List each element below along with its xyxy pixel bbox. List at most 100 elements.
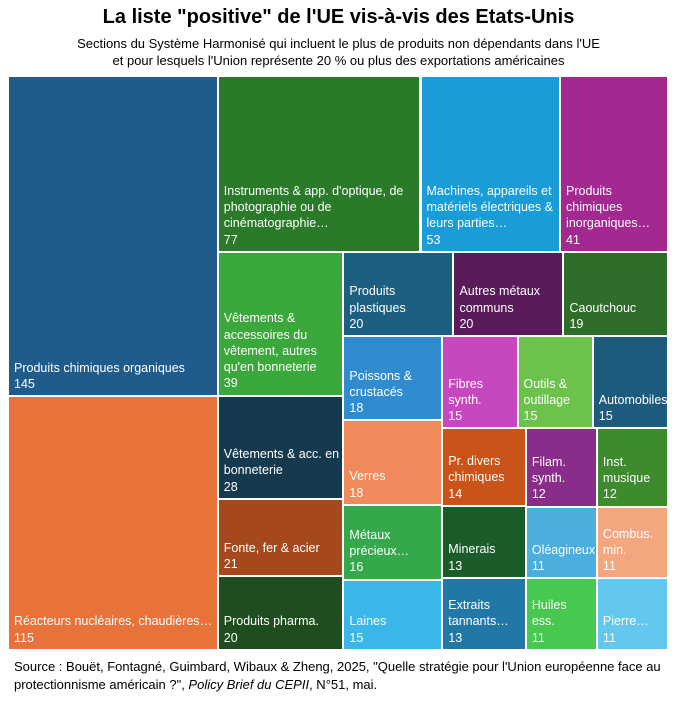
category-label: Filam. synth. (531, 454, 566, 486)
value-label: 53 (426, 232, 441, 247)
cell-label: Poissons & crustacés 18 (349, 368, 438, 417)
category-label: Fonte, fer & acier (223, 540, 320, 555)
cell-label: Produits plastiques 20 (349, 283, 449, 332)
category-label: Pr. divers chimiques (448, 454, 505, 485)
treemap-cell: Métaux précieux… 16 (343, 504, 443, 580)
category-label: Verres (349, 469, 386, 484)
cell-label: Minerais 13 (448, 541, 522, 574)
value-label: 115 (14, 630, 34, 645)
source-text: Source : Bouët, Fontagné, Guimbard, Wiba… (14, 659, 661, 693)
value-label: 15 (523, 409, 538, 424)
cell-label: Fibres synth. 15 (448, 376, 513, 425)
subtitle: et pour lesquels l'Union représente 20 %… (112, 53, 565, 68)
treemap-cell: Produits pharma. 20 (217, 576, 344, 650)
cell-label: Pr. divers chimiques 14 (448, 453, 522, 502)
value-label: 15 (349, 630, 364, 645)
cell-label: Laines 15 (349, 613, 438, 646)
source-text: Policy Brief du CEPII (188, 677, 310, 693)
treemap-cell: Autres métaux communs 20 (453, 251, 564, 337)
category-label: Vêtements & accessoires du vêtement, aut… (223, 311, 317, 375)
value-label: 20 (349, 316, 364, 331)
category-label: Outils & outillage (523, 376, 571, 407)
category-label: Réacteurs nucléaires, chaudières… (14, 614, 213, 629)
cell-label: Extraits tannants… 13 (448, 597, 522, 646)
chart-title: La liste "positive" de l'UE vis-à-vis de… (102, 6, 575, 28)
treemap-cell: Combus. min. 11 (596, 506, 668, 579)
category-label: Automobiles (598, 392, 668, 407)
value-label: 18 (349, 485, 364, 500)
value-label: 15 (448, 409, 463, 424)
treemap-cell: Produits chimiques organiques 145 (8, 76, 218, 397)
cell-label: Combus. min. 11 (603, 526, 664, 575)
value-label: 41 (566, 232, 580, 247)
value-label: 11 (531, 630, 545, 645)
treemap-cell: Produits plastiques 20 (343, 251, 454, 337)
cell-label: Inst. musique 12 (603, 454, 664, 503)
value-label: 19 (569, 316, 584, 331)
category-label: Laines (349, 614, 387, 629)
treemap-cell: Automobiles 15 (592, 336, 668, 429)
treemap-cell: Huiles ess. 11 (525, 578, 597, 650)
cell-label: Outils & outillage 15 (524, 376, 589, 425)
category-label: Poissons & crustacés (349, 368, 412, 399)
treemap-cell: Filam. synth. 12 (525, 428, 597, 507)
cell-label: Verres 18 (349, 468, 438, 501)
value-label: 77 (223, 232, 238, 247)
category-label: Produits chimiques organiques (14, 360, 185, 375)
value-label: 20 (223, 630, 238, 645)
treemap-cell: Caoutchouc 19 (563, 251, 668, 337)
cell-label: Machines, appareils et matériels électri… (427, 183, 557, 248)
treemap-cell: Pr. divers chimiques 14 (442, 428, 526, 506)
value-label: 14 (448, 486, 463, 501)
cell-label: Automobiles 15 (598, 392, 668, 425)
value-label: 11 (602, 559, 616, 574)
category-label: Instruments & app. d'optique, de photogr… (223, 183, 404, 231)
category-label: Huiles ess. (531, 598, 567, 629)
value-label: 11 (531, 559, 545, 574)
value-label: 13 (448, 558, 463, 573)
cell-label: Filam. synth. 12 (532, 454, 593, 503)
category-label: Combus. min. (602, 526, 653, 557)
category-label: Produits pharma. (223, 614, 319, 629)
cell-label: Vêtements & accessoires du vêtement, aut… (224, 310, 340, 391)
category-label: Métaux précieux… (349, 527, 410, 559)
category-label: Extraits tannants… (448, 598, 509, 629)
category-label: Inst. musique (602, 454, 651, 486)
treemap-cell: Inst. musique 12 (596, 428, 668, 507)
cell-label: Huiles ess. 11 (532, 597, 593, 646)
category-label: Machines, appareils et matériels électri… (426, 183, 553, 231)
treemap-cell: Outils & outillage 15 (517, 336, 593, 429)
category-label: Produits plastiques (349, 284, 406, 315)
treemap-cell: Vêtements & accessoires du vêtement, aut… (217, 251, 344, 396)
cell-label: Fonte, fer & acier 21 (224, 540, 340, 573)
value-label: 15 (598, 409, 613, 424)
cell-label: Vêtements & acc. en bonneterie 28 (224, 446, 340, 495)
treemap-cell: Laines 15 (343, 579, 443, 650)
treemap-cell: Oléagineux 11 (525, 506, 597, 579)
value-label: 21 (223, 557, 238, 572)
treemap-cell: Poissons & crustacés 18 (343, 336, 443, 421)
treemap-cell: Produits chimiques inorganiques… 41 (560, 76, 668, 252)
cell-label: Instruments & app. d'optique, de photogr… (224, 183, 417, 248)
treemap-cell: Minerais 13 (442, 505, 526, 578)
value-label: 16 (349, 560, 364, 575)
treemap-cell: Réacteurs nucléaires, chaudières… 115 (8, 396, 218, 650)
cell-label: Réacteurs nucléaires, chaudières… 115 (14, 613, 214, 646)
category-label: Pierre… (602, 614, 649, 629)
value-label: 145 (14, 376, 35, 391)
treemap-cell: Instruments & app. d'optique, de photogr… (217, 76, 421, 252)
cell-label: Autres métaux communs 20 (459, 283, 559, 332)
value-label: 20 (459, 316, 474, 331)
treemap-cell: Extraits tannants… 13 (442, 577, 526, 650)
category-label: Produits chimiques inorganiques… (566, 183, 651, 231)
cell-label: Métaux précieux… 16 (349, 527, 438, 576)
category-label: Minerais (448, 542, 496, 557)
category-label: Vêtements & acc. en bonneterie (223, 447, 340, 478)
cell-label: Produits chimiques inorganiques… 41 (566, 183, 664, 248)
value-label: 18 (349, 401, 364, 416)
cell-label: Caoutchouc 19 (569, 300, 664, 333)
cell-label: Produits chimiques organiques 145 (14, 360, 214, 393)
category-label: Autres métaux communs (459, 284, 541, 315)
treemap-cell: Pierre… 11 (596, 578, 668, 650)
